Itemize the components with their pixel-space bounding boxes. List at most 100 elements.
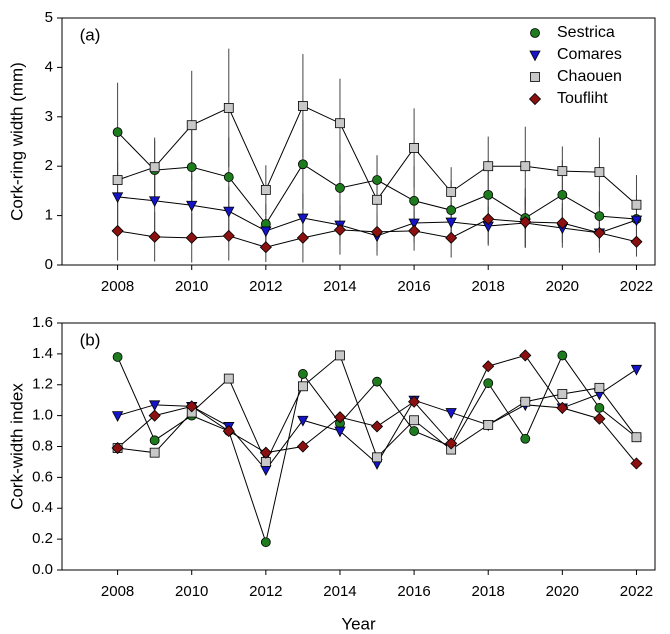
y-tick-label: 0 — [45, 256, 53, 273]
marker — [445, 408, 457, 419]
marker — [372, 376, 382, 387]
y-tick-label: 0.8 — [32, 437, 53, 454]
marker — [520, 433, 531, 444]
marker — [594, 403, 605, 413]
marker — [483, 161, 494, 172]
marker — [149, 447, 160, 458]
y-tick-label: 0.6 — [32, 468, 53, 485]
x-tick-label: 2008 — [101, 278, 134, 295]
x-tick-label: 2016 — [397, 583, 430, 600]
marker — [333, 223, 347, 236]
marker — [483, 419, 494, 430]
marker — [630, 235, 643, 248]
marker — [185, 231, 198, 244]
marker — [372, 175, 382, 185]
x-tick-label: 2012 — [249, 278, 282, 295]
marker — [186, 120, 197, 131]
marker — [259, 241, 272, 254]
legend-label: Chaouen — [557, 68, 622, 85]
marker — [446, 186, 457, 197]
y-tick-label: 1.0 — [32, 407, 53, 424]
marker — [520, 396, 531, 407]
plot-layer — [111, 48, 643, 263]
marker — [111, 192, 124, 204]
legend-marker — [528, 92, 542, 106]
marker — [593, 412, 606, 425]
marker — [630, 215, 643, 227]
marker — [594, 167, 605, 178]
x-tick-label: 2020 — [546, 583, 579, 600]
legend-label: Sestrica — [557, 24, 615, 41]
marker — [223, 373, 234, 384]
plot-frame — [61, 17, 656, 266]
marker — [185, 400, 198, 413]
marker — [445, 231, 458, 244]
marker — [111, 441, 124, 455]
marker — [594, 211, 605, 221]
marker — [296, 440, 309, 453]
marker — [408, 218, 420, 230]
marker — [408, 395, 421, 408]
marker — [593, 226, 606, 239]
y-tick-label: 4 — [45, 58, 53, 75]
marker — [335, 350, 345, 361]
marker — [409, 195, 419, 206]
marker — [520, 161, 531, 172]
marker — [445, 217, 457, 229]
x-axis-title: Year — [341, 614, 376, 633]
marker — [557, 189, 568, 200]
marker — [372, 194, 382, 205]
marker — [149, 435, 160, 446]
legend-marker — [530, 72, 540, 82]
marker — [260, 465, 272, 477]
marker — [557, 166, 568, 177]
marker — [260, 185, 271, 195]
y-tick-label: 2 — [45, 157, 53, 174]
x-tick-label: 2014 — [323, 583, 356, 600]
marker — [483, 189, 494, 200]
marker — [370, 225, 384, 238]
marker — [260, 226, 272, 238]
marker — [335, 118, 345, 129]
x-tick-label: 2016 — [397, 278, 430, 295]
marker — [631, 432, 642, 443]
marker — [408, 224, 421, 237]
marker — [111, 224, 124, 237]
legend-label: Toufliht — [557, 90, 608, 107]
marker — [483, 378, 494, 389]
marker — [296, 231, 309, 244]
marker — [298, 101, 308, 111]
marker — [519, 349, 532, 362]
x-tick-label: 2010 — [175, 278, 208, 295]
marker — [148, 409, 161, 422]
y-tick-label: 1.6 — [32, 314, 53, 331]
marker — [112, 352, 123, 362]
y-tick-label: 0.0 — [32, 561, 53, 578]
marker — [297, 213, 309, 225]
marker — [112, 175, 123, 185]
marker — [557, 389, 568, 399]
marker — [409, 143, 419, 153]
marker — [222, 229, 235, 242]
marker — [446, 205, 457, 216]
y-axis-title: Cork-width index — [7, 383, 26, 510]
x-tick-label: 2010 — [175, 583, 208, 600]
y-tick-label: 3 — [45, 108, 53, 125]
marker — [223, 206, 235, 218]
marker — [148, 230, 161, 243]
y-axis-title: Cork-ring width (mm) — [7, 62, 26, 221]
marker — [223, 172, 234, 182]
marker — [148, 196, 161, 208]
marker — [148, 400, 161, 412]
legend-marker — [530, 28, 540, 38]
marker — [186, 162, 197, 173]
marker — [223, 103, 234, 113]
x-tick-label: 2018 — [472, 583, 505, 600]
marker — [372, 452, 382, 463]
x-tick-label: 2022 — [620, 278, 653, 295]
y-tick-label: 1.2 — [32, 376, 53, 393]
y-tick-label: 1.4 — [32, 345, 53, 362]
marker — [260, 457, 271, 467]
marker — [482, 212, 495, 226]
